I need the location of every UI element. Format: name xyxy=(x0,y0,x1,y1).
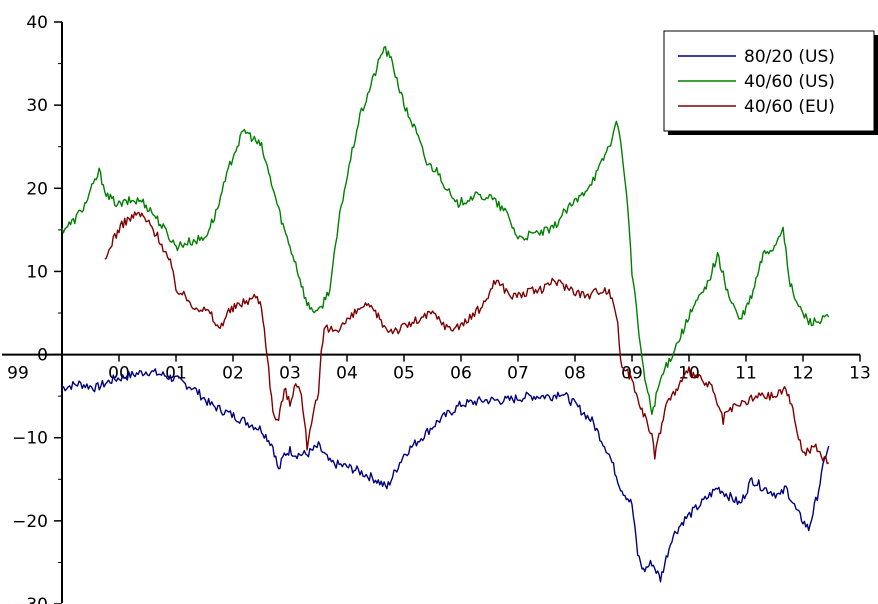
y-tick-label: 20 xyxy=(26,179,48,199)
x-tick-label: 06 xyxy=(450,364,472,384)
legend: 80/20 (US) 40/60 (US) 40/60 (EU) xyxy=(663,30,878,135)
y-tick-label: 0 xyxy=(37,346,48,366)
x-tick-label: 04 xyxy=(336,364,358,384)
x-tick-label: 99 xyxy=(7,364,29,384)
x-tick-label: 05 xyxy=(393,364,415,384)
x-tick-label: 00 xyxy=(108,364,130,384)
x-tick-label: 11 xyxy=(735,364,757,384)
legend-label-0: 80/20 (US) xyxy=(744,47,835,67)
x-tick-label: 02 xyxy=(222,364,244,384)
y-tick-label: −10 xyxy=(12,429,48,449)
x-tick-label: 12 xyxy=(792,364,814,384)
plot-lines xyxy=(61,46,830,583)
y-tick-label: 40 xyxy=(26,13,48,33)
y-tick-label: 30 xyxy=(26,96,48,116)
x-tick-label: 09 xyxy=(621,364,643,384)
x-tick-label: 01 xyxy=(165,364,187,384)
legend-label-1: 40/60 (US) xyxy=(744,72,835,92)
y-tick-label: −20 xyxy=(12,512,48,532)
x-tick-label: 07 xyxy=(507,364,529,384)
y-tick-label: 10 xyxy=(26,262,48,282)
x-tick-label: 10 xyxy=(678,364,700,384)
series-line-0 xyxy=(61,368,830,583)
x-tick-label: 08 xyxy=(564,364,586,384)
x-tick-label: 03 xyxy=(279,364,301,384)
x-tick-label: 13 xyxy=(849,364,871,384)
legend-label-2: 40/60 (EU) xyxy=(744,97,835,117)
series-line-1 xyxy=(61,46,830,415)
axes: 40 30 20 10 0 −10 −20 −30 99 00 01 02 03 04 05 06 07 08 09… xyxy=(2,13,871,604)
series-line-2 xyxy=(104,211,830,465)
y-tick-label: −30 xyxy=(12,595,48,604)
